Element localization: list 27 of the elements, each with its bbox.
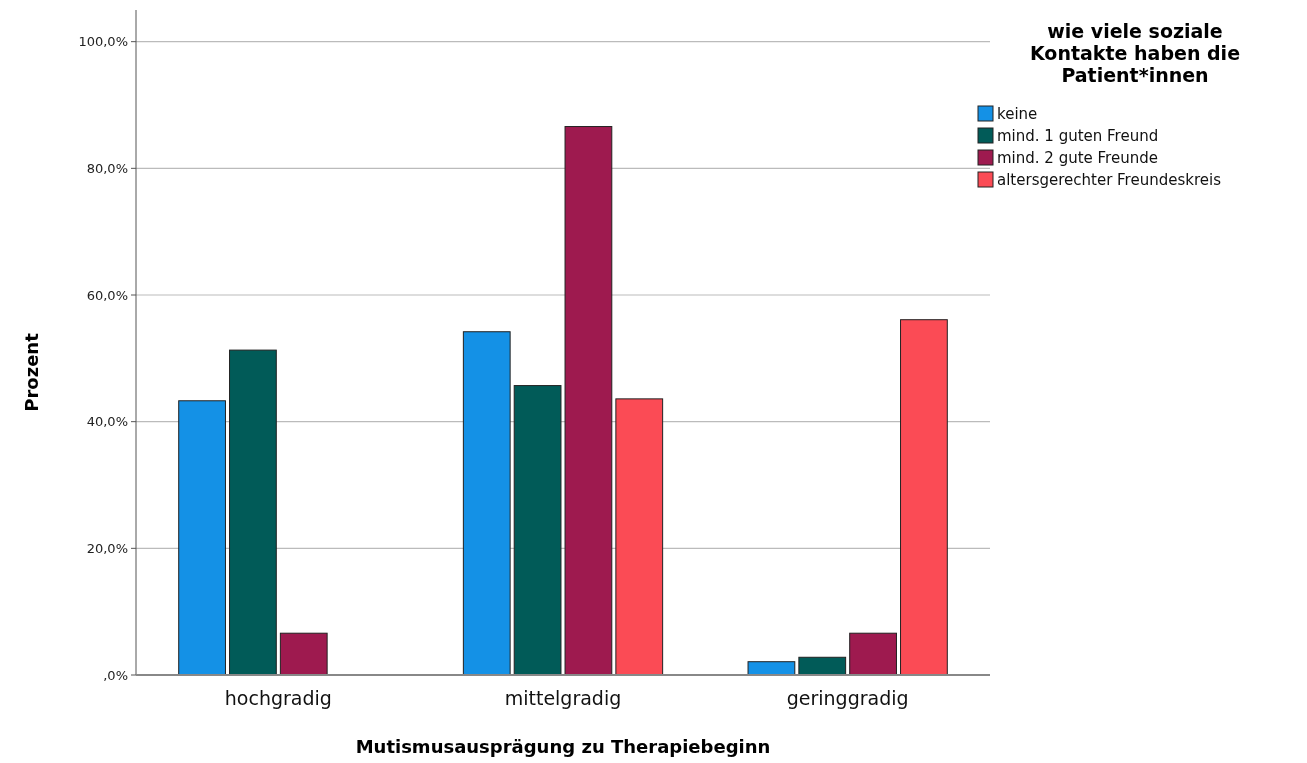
bar <box>178 400 226 676</box>
y-tick-label: 100,0% <box>78 34 128 50</box>
y-axis-title: Prozent <box>21 332 42 412</box>
x-tick-label: hochgradig <box>224 687 332 709</box>
legend-label: mind. 2 gute Freunde <box>997 148 1158 167</box>
x-tick-label: geringgradig <box>786 687 909 709</box>
y-tick-label: 40,0% <box>86 414 128 430</box>
legend-title: wie viele soziale Kontakte haben die Patient*innen <box>1029 20 1241 86</box>
bar <box>900 319 948 676</box>
x-axis-title: Mutismusausprägung zu Therapiebeginn <box>355 736 771 757</box>
legend-label: altersgerechter Freundeskreis <box>997 170 1222 189</box>
bar <box>564 126 613 676</box>
y-tick-label: 20,0% <box>86 540 128 556</box>
bar <box>615 398 664 676</box>
bar <box>229 349 277 676</box>
y-tick-label: ,0% <box>103 667 128 683</box>
y-tick-label: 60,0% <box>86 287 128 303</box>
bar <box>513 385 562 676</box>
x-tick-label: mittelgradig <box>504 687 622 709</box>
legend-label: mind. 1 guten Freund <box>997 126 1159 145</box>
bar <box>747 661 796 676</box>
y-tick-label: 80,0% <box>86 160 128 176</box>
bar <box>849 632 897 676</box>
bar <box>462 331 511 676</box>
bar <box>798 656 847 676</box>
legend-label: keine <box>997 104 1038 123</box>
bar <box>279 632 328 676</box>
